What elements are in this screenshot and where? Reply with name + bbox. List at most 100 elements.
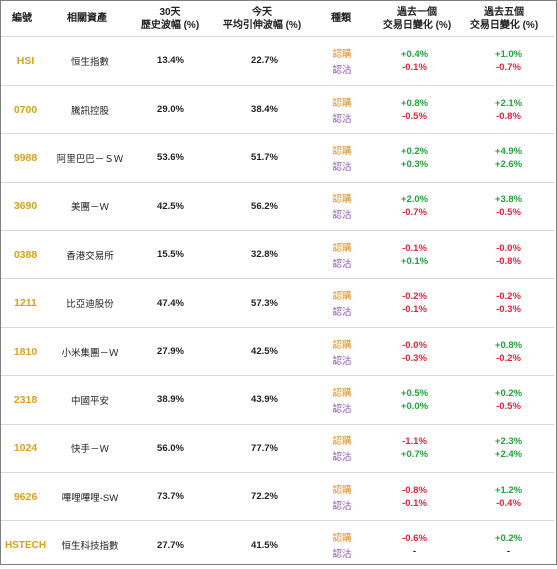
historical-volatility: 27.7% (130, 520, 211, 569)
change-1d-put: -0.3% (402, 352, 427, 364)
call-label: 認購 (332, 387, 352, 399)
asset-code[interactable]: 0388 (1, 230, 50, 279)
asset-code[interactable]: 2318 (1, 375, 50, 425)
table-row[interactable]: 9988 阿里巴巴－ＳＷ 53.6% 51.7% 認購 認沽 +0.2% +0.3% +4.9%… (1, 133, 554, 183)
table-row[interactable]: 9626 嗶哩嗶哩-SW 73.7% 72.2% 認購 認沽 -0.8% -0.1% +1.2%… (1, 472, 554, 521)
table-row[interactable]: 1024 快手－Ｗ 56.0% 77.7% 認購 認沽 -1.1% +0.7% +2.3% +2.… (1, 423, 554, 473)
header-code: 編號 (2, 1, 42, 36)
change-5d-put: -0.5% (496, 400, 521, 412)
header-change-5d-line2: 交易日變化 (%) (469, 19, 539, 31)
table-row[interactable]: HSI 恒生指數 13.4% 22.7% 認購 認沽 +0.4% -0.1% +1.0% -0.7… (1, 37, 554, 85)
change-1d-call: +0.5% (400, 387, 429, 399)
table-row[interactable]: 3690 美團－Ｗ 42.5% 56.2% 認購 認沽 +2.0% -0.7% +3.8% -0.… (1, 181, 554, 231)
change-1d-call: +2.0% (400, 194, 429, 206)
change-5d-call: +0.2% (494, 533, 523, 545)
warrant-type: 認購 認沽 (318, 133, 366, 183)
change-5d-put: -0.8% (496, 110, 521, 122)
change-5d-put: -0.3% (496, 304, 521, 316)
implied-volatility: 41.5% (211, 520, 318, 569)
change-1d-call: +0.2% (400, 145, 429, 157)
asset-code[interactable]: 0700 (1, 84, 50, 134)
change-1d-call: -0.1% (402, 242, 427, 254)
header-type-label: 種類 (331, 13, 351, 24)
change-5d-call: -0.0% (496, 242, 521, 254)
change-5d: +4.9% +2.6% (463, 133, 554, 183)
table-row[interactable]: 2318 中國平安 38.9% 43.9% 認購 認沽 +0.5% +0.0% +0.2% -0.… (1, 375, 554, 425)
change-5d-put: - (506, 546, 511, 558)
put-label: 認沽 (332, 549, 352, 561)
change-1d: +0.8% -0.5% (366, 84, 463, 134)
table-row[interactable]: 1810 小米集團－Ｗ 27.9% 42.5% 認購 認沽 -0.0% -0.3% +0.8% -… (1, 326, 554, 376)
asset-name: 阿里巴巴－ＳＷ (50, 133, 130, 183)
header-asset-label: 相關資產 (67, 13, 107, 24)
asset-code[interactable]: 1211 (1, 278, 50, 328)
asset-code[interactable]: 9626 (1, 472, 50, 521)
call-label: 認購 (332, 145, 352, 157)
table-row[interactable]: 0700 騰訊控股 29.0% 38.4% 認購 認沽 +0.8% -0.5% +2.1% -0.… (1, 84, 554, 134)
put-label: 認沽 (332, 64, 352, 76)
change-1d-put: -0.5% (402, 110, 427, 122)
call-label: 認購 (332, 436, 352, 448)
header-hist-vol-line2: 歷史波幅 (%) (140, 19, 200, 31)
change-5d: +1.0% -0.7% (463, 37, 554, 85)
historical-volatility: 15.5% (130, 230, 211, 279)
warrant-type: 認購 認沽 (318, 520, 366, 569)
header-type: 種類 (318, 1, 364, 36)
table-body: HSI 恒生指數 13.4% 22.7% 認購 認沽 +0.4% -0.1% +1.0% -0.7… (1, 37, 554, 569)
change-1d-put: -0.1% (402, 497, 427, 509)
asset-code[interactable]: 3690 (1, 181, 50, 231)
put-label: 認沽 (332, 452, 352, 464)
asset-code[interactable]: 9988 (1, 133, 50, 183)
change-5d: +2.3% +2.4% (463, 423, 554, 473)
change-5d-put: -0.7% (496, 61, 521, 73)
table-row[interactable]: 0388 香港交易所 15.5% 32.8% 認購 認沽 -0.1% +0.1% -0.0% -0… (1, 230, 554, 279)
change-1d-put: +0.7% (400, 449, 429, 461)
change-5d-call: +0.2% (494, 387, 523, 399)
header-change-1d-line2: 交易日變化 (%) (382, 19, 452, 31)
asset-code[interactable]: 1810 (1, 326, 50, 376)
change-5d: +0.2% -0.5% (463, 375, 554, 425)
put-label: 認沽 (332, 113, 352, 125)
put-label: 認沽 (332, 307, 352, 319)
call-label: 認購 (332, 533, 352, 545)
change-1d-put: -0.1% (402, 61, 427, 73)
table-row[interactable]: 1211 比亞迪股份 47.4% 57.3% 認購 認沽 -0.2% -0.1% -0.2% -0… (1, 278, 554, 328)
historical-volatility: 56.0% (130, 423, 211, 473)
put-label: 認沽 (332, 258, 352, 270)
warrant-type: 認購 認沽 (318, 326, 366, 376)
change-1d: +0.4% -0.1% (366, 37, 463, 85)
call-label: 認購 (332, 97, 352, 109)
table-row[interactable]: HSTECH 恒生科技指數 27.7% 41.5% 認購 認沽 -0.6% - +0.2% - (1, 520, 554, 569)
header-code-label: 編號 (12, 13, 32, 24)
call-label: 認購 (332, 291, 352, 303)
historical-volatility: 27.9% (130, 326, 211, 376)
change-5d-call: +1.0% (494, 48, 523, 60)
put-label: 認沽 (332, 210, 352, 222)
asset-name: 恒生指數 (70, 56, 109, 68)
header-change-1d: 過去一個 交易日變化 (%) (362, 1, 472, 36)
change-1d-put: +0.1% (400, 255, 429, 267)
change-5d-put: +2.4% (494, 449, 523, 461)
historical-volatility: 42.5% (130, 181, 211, 231)
asset-name: 快手－Ｗ (50, 423, 130, 473)
volatility-table: HSI 恒生指數 13.4% 22.7% 認購 認沽 +0.4% -0.1% +1.0% -0.7… (1, 37, 554, 569)
change-1d: +0.2% +0.3% (366, 133, 463, 183)
warrant-type: 認購 認沽 (318, 278, 366, 328)
header-hist-vol: 30天 歷史波幅 (%) (130, 1, 210, 36)
change-5d-put: +2.6% (494, 158, 523, 170)
header-implied-vol-line2: 平均引伸波幅 (%) (222, 19, 302, 31)
asset-name: 中國平安 (50, 375, 130, 425)
change-1d-call: -0.8% (402, 484, 427, 496)
change-1d: -0.6% - (366, 520, 463, 569)
asset-code[interactable]: HSTECH (1, 520, 50, 569)
change-1d-put: -0.1% (402, 304, 427, 316)
put-label: 認沽 (332, 500, 352, 512)
header-implied-vol-line1: 今天 (252, 6, 272, 18)
change-5d-put: -0.5% (496, 207, 521, 219)
asset-code[interactable]: HSI (16, 54, 35, 67)
change-1d-call: +0.8% (400, 97, 429, 109)
change-1d-put: +0.3% (400, 158, 429, 170)
put-label: 認沽 (332, 161, 352, 173)
change-1d: +0.5% +0.0% (366, 375, 463, 425)
asset-code[interactable]: 1024 (1, 423, 50, 473)
